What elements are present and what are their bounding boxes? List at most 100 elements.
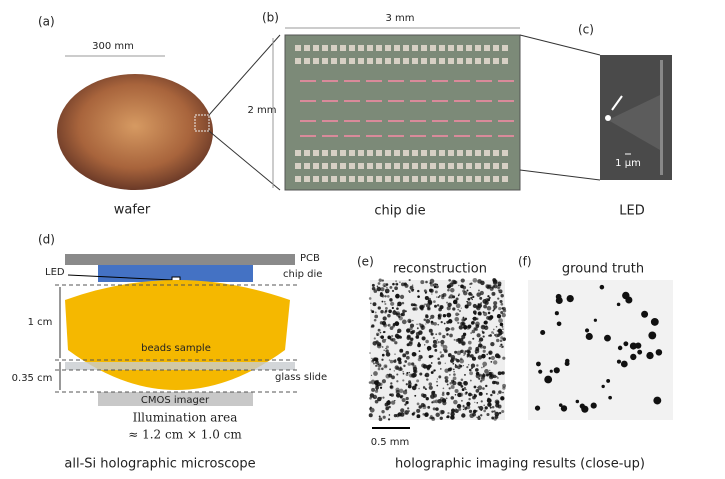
speck xyxy=(448,355,450,358)
speck xyxy=(491,416,495,420)
zoom-line xyxy=(208,130,281,191)
speck xyxy=(501,409,505,414)
trace xyxy=(388,100,404,102)
speck xyxy=(440,343,444,347)
illumination-cone xyxy=(65,280,290,390)
speck xyxy=(396,307,399,310)
speck xyxy=(384,402,389,407)
speck xyxy=(407,318,412,324)
speck xyxy=(493,308,496,311)
speck xyxy=(473,385,477,389)
zoom-line xyxy=(208,34,281,116)
speck xyxy=(402,353,407,358)
trace xyxy=(454,135,470,137)
speck xyxy=(420,356,423,359)
speck xyxy=(389,359,394,364)
pad xyxy=(340,176,346,182)
speck xyxy=(457,294,460,297)
pad xyxy=(439,163,445,169)
pad xyxy=(340,45,346,51)
speck xyxy=(375,360,379,363)
speck xyxy=(398,316,403,321)
speck xyxy=(476,333,481,338)
speck xyxy=(384,311,387,314)
pad xyxy=(349,176,355,182)
pad xyxy=(331,58,337,64)
speck xyxy=(493,301,498,306)
speck xyxy=(436,342,438,344)
speck xyxy=(480,409,483,411)
speck xyxy=(500,294,504,298)
bead xyxy=(629,342,637,350)
speck xyxy=(478,377,481,380)
speck xyxy=(488,357,491,360)
speck xyxy=(405,373,409,377)
speck xyxy=(370,326,373,328)
speck xyxy=(384,302,387,306)
trace xyxy=(366,100,382,102)
trace xyxy=(432,100,448,102)
speck xyxy=(470,332,472,334)
bead xyxy=(579,403,585,409)
bead xyxy=(653,396,662,405)
speck xyxy=(496,285,501,290)
speck xyxy=(471,356,477,361)
speck xyxy=(440,354,445,358)
pad xyxy=(385,150,391,156)
led-stripe xyxy=(660,60,663,175)
speck xyxy=(398,360,402,365)
speck xyxy=(426,345,432,351)
pad xyxy=(439,45,445,51)
speck xyxy=(478,405,484,411)
bead xyxy=(646,351,654,360)
speck xyxy=(381,294,385,298)
speck xyxy=(400,394,404,398)
speck xyxy=(458,284,460,287)
speck xyxy=(369,352,371,354)
speck xyxy=(467,297,471,301)
speck xyxy=(395,413,400,418)
trace xyxy=(498,80,514,82)
scale-label: 0.5 mm xyxy=(371,437,410,448)
speck xyxy=(483,321,487,325)
speck xyxy=(467,363,470,366)
bead xyxy=(544,375,553,384)
glass-slide xyxy=(65,362,295,370)
speck xyxy=(449,333,453,338)
trace xyxy=(410,80,426,82)
speck xyxy=(374,311,377,314)
speck xyxy=(463,386,467,390)
speck xyxy=(404,360,408,363)
speck xyxy=(435,333,438,336)
speck xyxy=(443,348,448,353)
speck xyxy=(446,383,449,386)
speck xyxy=(460,284,464,289)
wafer xyxy=(57,74,213,190)
pad xyxy=(313,58,319,64)
panel-tag: (a) xyxy=(38,15,55,29)
speck xyxy=(493,380,497,384)
speck xyxy=(401,301,405,305)
speck xyxy=(469,286,471,288)
pad xyxy=(421,58,427,64)
speck xyxy=(383,330,386,334)
caption: wafer xyxy=(114,203,151,218)
speck xyxy=(493,304,498,309)
speck xyxy=(425,314,429,319)
pad xyxy=(331,176,337,182)
speck xyxy=(440,339,445,345)
pad xyxy=(340,58,346,64)
speck xyxy=(473,327,477,331)
speck xyxy=(468,354,472,358)
speck xyxy=(374,314,379,319)
speck xyxy=(465,391,468,394)
speck xyxy=(434,304,437,308)
speck xyxy=(414,383,418,387)
pad xyxy=(295,163,301,169)
speck xyxy=(402,379,405,382)
image-title: reconstruction xyxy=(393,262,487,277)
speck xyxy=(415,335,420,339)
pad xyxy=(358,58,364,64)
speck xyxy=(422,412,425,416)
pad xyxy=(376,45,382,51)
